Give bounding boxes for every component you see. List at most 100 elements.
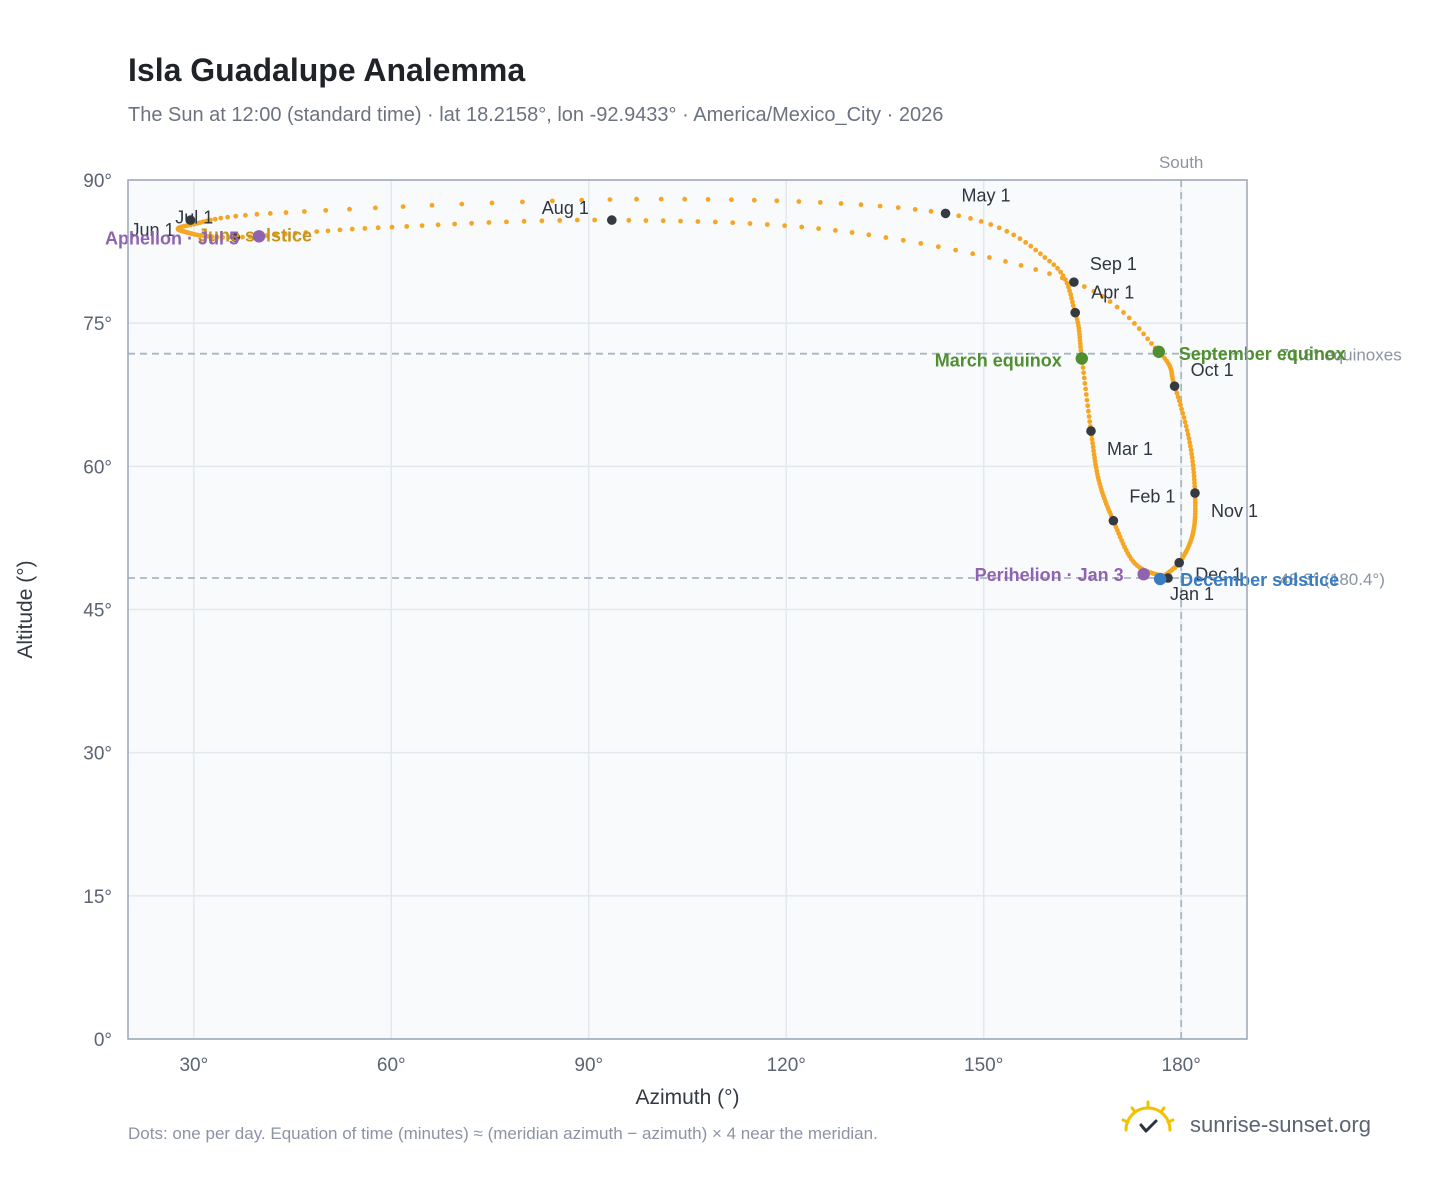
daily-dot: [1179, 406, 1184, 412]
daily-dot: [1023, 240, 1028, 245]
daily-dot: [1070, 303, 1076, 308]
daily-dot: [751, 197, 757, 203]
daily-dot: [1081, 284, 1087, 289]
daily-dot: [1114, 304, 1120, 310]
daily-dot: [988, 222, 994, 227]
month-marker: [1069, 277, 1079, 287]
daily-dot: [220, 234, 226, 240]
daily-dot: [883, 235, 889, 240]
daily-dot: [1145, 336, 1150, 342]
daily-dot: [1149, 341, 1154, 346]
daily-dot: [1033, 267, 1039, 272]
daily-dot: [1191, 466, 1196, 472]
daily-dot: [1083, 392, 1089, 397]
daily-dot: [1068, 292, 1074, 297]
x-tick-label: 30°: [179, 1055, 208, 1076]
daily-dot: [712, 219, 718, 225]
sun-logo-icon: [1121, 1100, 1175, 1133]
month-marker: [185, 215, 196, 225]
daily-dot: [1055, 265, 1060, 271]
daily-dot: [1185, 432, 1191, 437]
analemma-path: [175, 196, 1198, 583]
daily-dot: [1188, 447, 1194, 453]
daily-dot: [1186, 436, 1192, 441]
month-label: Sep 1: [1090, 254, 1137, 274]
daily-dot: [1189, 455, 1195, 460]
daily-dot: [429, 202, 435, 208]
daily-dot: [520, 199, 525, 205]
daily-dot: [362, 226, 368, 231]
daily-dot: [1090, 440, 1096, 446]
daily-dot: [1091, 288, 1097, 294]
daily-dot: [682, 196, 688, 202]
daily-dot: [1086, 408, 1091, 414]
daily-dot: [968, 216, 973, 221]
daily-dot: [1081, 375, 1087, 381]
daily-dot: [1058, 269, 1063, 275]
daily-dot: [607, 197, 613, 203]
daily-dot: [243, 212, 248, 218]
daily-dot: [678, 218, 683, 224]
daily-dot: [1085, 403, 1091, 409]
daily-dot: [1081, 370, 1086, 376]
daily-dot: [838, 201, 844, 206]
axis-ticks: 30° 60° 90° 120° 150° 180° 0° 15° 30° 45° 60° 75° 90…: [83, 171, 1201, 1076]
month-label: Mar 1: [1107, 439, 1153, 459]
daily-dot: [970, 251, 976, 257]
daily-dot: [400, 204, 406, 210]
daily-dot: [782, 223, 787, 229]
daily-dot: [349, 226, 355, 232]
daily-dot: [1091, 448, 1096, 454]
daily-dot: [1051, 262, 1057, 268]
daily-dot: [240, 234, 245, 240]
y-tick-label: 75°: [83, 314, 112, 335]
daily-dot: [264, 233, 270, 239]
reference-lines: South 71.8° equinoxes 48.3° (180.4°): [128, 153, 1402, 1039]
daily-dot: [1004, 228, 1010, 234]
daily-dot: [389, 224, 395, 230]
daily-dot: [1059, 275, 1065, 281]
daily-dot: [469, 220, 474, 226]
daily-dot: [1017, 236, 1023, 242]
daily-dot: [303, 230, 309, 235]
event-markers: March equinox September equinox December s…: [105, 226, 1346, 590]
daily-dot: [987, 255, 992, 260]
daily-dot: [1078, 348, 1084, 353]
y-tick-label: 0°: [94, 1030, 112, 1051]
daily-dot: [1070, 299, 1075, 305]
month-label: Jun 1: [130, 220, 174, 240]
event-label: Perihelion · Jan 3: [975, 565, 1124, 585]
daily-dot: [592, 217, 598, 223]
daily-dot: [347, 206, 352, 212]
daily-dot: [1184, 428, 1190, 433]
daily-dot: [634, 196, 639, 202]
daily-dot: [1078, 344, 1083, 350]
month-label: Dec 1: [1195, 565, 1242, 585]
y-axis-label: Altitude (°): [14, 560, 37, 658]
daily-dot: [1183, 423, 1189, 429]
daily-dot: [1180, 410, 1186, 416]
daily-dot: [1003, 259, 1008, 264]
month-label: Apr 1: [1091, 283, 1134, 303]
daily-dot: [866, 232, 872, 238]
daily-dot: [1018, 263, 1024, 268]
y-tick-label: 60°: [83, 457, 112, 478]
daily-dot: [1080, 365, 1086, 370]
daily-dot: [521, 218, 527, 224]
event-label: September equinox: [1179, 344, 1346, 364]
daily-dot: [550, 198, 555, 204]
x-tick-label: 120°: [767, 1055, 806, 1076]
daily-dot: [283, 210, 289, 215]
month-marker: [1169, 381, 1180, 391]
event-marker: [252, 230, 266, 243]
footnote: Dots: one per day. Equation of time (min…: [128, 1124, 878, 1143]
daily-dot: [404, 224, 410, 229]
south-label: South: [1159, 153, 1203, 172]
daily-dot: [1084, 397, 1090, 403]
daily-dot: [1182, 419, 1188, 425]
daily-dot: [1121, 310, 1126, 315]
daily-dot: [1178, 402, 1183, 408]
daily-dot: [1083, 386, 1088, 392]
daily-dot: [1091, 452, 1097, 457]
